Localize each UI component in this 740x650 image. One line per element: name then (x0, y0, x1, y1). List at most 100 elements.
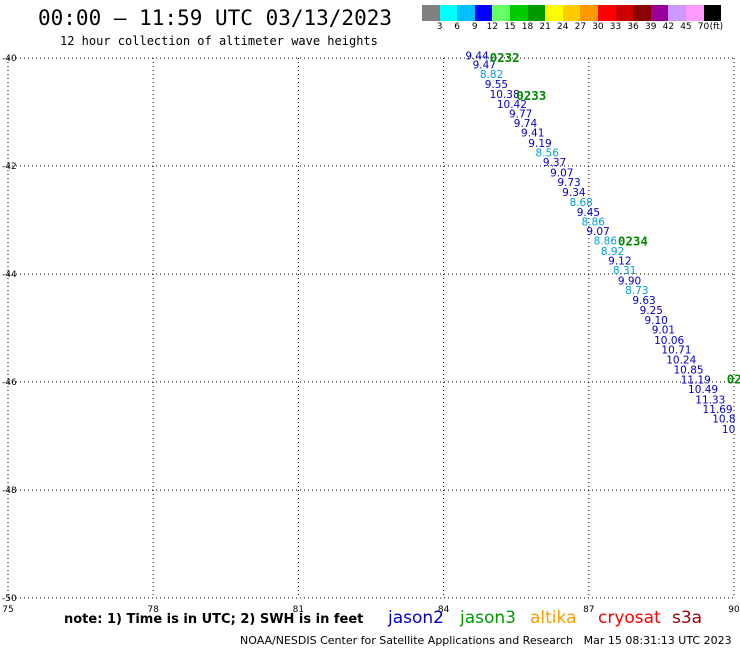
legend-label: 42 (662, 22, 675, 32)
legend-swatch (474, 5, 493, 21)
swh-value-label: 8.31 (613, 265, 636, 277)
legend-label: 18 (521, 22, 534, 32)
lat-tick-label: -48 (2, 486, 17, 496)
lon-tick-label: 87 (583, 605, 594, 615)
legend-label: 24 (557, 22, 569, 32)
legend-swatch (562, 5, 581, 21)
lat-tick-label: -44 (2, 270, 17, 280)
swh-value-label: 9.10 (644, 315, 667, 327)
lat-tick-label: -50 (2, 594, 17, 604)
swh-value-label: 9.01 (652, 325, 675, 337)
swh-value-label: 10.24 (666, 354, 696, 366)
legend-label: 45 (680, 22, 692, 32)
footer-note: note: 1) Time is in UTC; 2) SWH is in fe… (64, 612, 364, 627)
swh-value-label: 8.86 (594, 236, 618, 248)
satellite-name-cryosat: cryosat (598, 608, 661, 628)
swh-value-label: 8.56 (536, 148, 560, 160)
lat-tick-label: -46 (2, 378, 17, 388)
legend-swatch (422, 5, 440, 21)
legend-label: 36 (627, 22, 639, 32)
swh-value-label: 11.69 (703, 404, 733, 416)
legend-label: 12 (486, 22, 499, 32)
wave-height-legend-labels: 3 6 9 12 15 18 21 24 27 30 33 36 39 42 45 70 (ft) (422, 22, 740, 34)
legend-label: 70 (697, 22, 710, 32)
credit-line: NOAA/NESDIS Center for Satellite Applica… (240, 634, 732, 647)
wave-height-color-legend (422, 5, 722, 21)
swh-value-label: 10.71 (661, 345, 691, 357)
legend-swatch (457, 5, 475, 21)
swh-value-label: 9.47 (473, 59, 496, 71)
legend-swatch (439, 5, 458, 21)
legend-swatch (527, 5, 546, 21)
legend-swatch (597, 5, 616, 21)
swh-value-label: 11.19 (681, 374, 711, 386)
legend-swatch (509, 5, 528, 21)
swh-value-label: 9.73 (557, 177, 580, 189)
swh-value-label: 9.12 (608, 256, 631, 268)
swh-value-label: 9.34 (562, 187, 586, 199)
swh-value-label: 8.86 (582, 217, 606, 229)
swh-value-label: 8.82 (480, 69, 503, 81)
swh-value-label: 10 (722, 424, 735, 436)
legend-label: 9 (471, 22, 478, 32)
swh-value-label: 10.8 (712, 414, 735, 426)
swh-value-label: 9.55 (485, 79, 508, 91)
swh-value-label: 9.41 (521, 128, 544, 140)
swh-value-label: 11.33 (695, 394, 725, 406)
swh-value-label: 8.92 (601, 246, 624, 258)
swh-value-label: 10.85 (674, 365, 704, 377)
swh-value-label: 9.37 (543, 157, 566, 169)
pass-time-label: 0232 (490, 50, 520, 65)
swh-value-label: 9.44 (465, 50, 489, 62)
swh-value-label: 9.77 (509, 109, 532, 121)
swh-value-label: 9.07 (550, 167, 573, 179)
legend-swatch (650, 5, 669, 21)
lon-tick-label: 84 (438, 605, 450, 615)
legend-swatch (633, 5, 651, 21)
satellite-name-jason2: jason2 (388, 608, 444, 628)
pass-time-label: 0233 (516, 88, 546, 103)
pass-time-label: 0234 (618, 234, 648, 249)
swh-value-label: 9.45 (577, 207, 600, 219)
legend-label: 39 (645, 22, 657, 32)
swh-value-label: 9.25 (640, 305, 663, 317)
legend-swatch (685, 5, 704, 21)
swh-value-label: 8.68 (569, 197, 592, 209)
altimeter-track: 9.449.478.829.5510.3810.429.779.749.419.… (465, 50, 740, 436)
swh-value-label: 10.49 (688, 384, 718, 396)
legend-swatch (703, 5, 722, 21)
legend-label: 30 (592, 22, 604, 32)
lon-tick-label: 75 (2, 605, 13, 615)
swh-value-label: 9.63 (632, 295, 655, 307)
swh-value-label: 9.19 (528, 138, 551, 150)
lon-tick-label: 81 (293, 605, 304, 615)
legend-label: 3 (436, 22, 443, 32)
axis-tick-labels: 75 78 81 84 87 90 -40 -42 -44 -46 -48 -50 (2, 54, 740, 615)
swh-value-label: 10.38 (490, 89, 520, 101)
lat-tick-label: -40 (2, 54, 17, 64)
legend-swatch (580, 5, 598, 21)
swh-value-label: 10.42 (497, 99, 527, 111)
swh-value-label: 10.06 (654, 335, 684, 347)
legend-swatch (668, 5, 686, 21)
legend-label: 15 (504, 22, 516, 32)
lon-tick-label: 90 (728, 605, 740, 615)
legend-label: 33 (609, 22, 622, 32)
legend-swatch (492, 5, 510, 21)
legend-swatch (545, 5, 563, 21)
swh-value-label: 9.07 (586, 226, 609, 238)
legend-label: (ft) (709, 22, 724, 32)
legend-swatch (615, 5, 634, 21)
satellite-name-altika: altika (530, 608, 577, 628)
lon-tick-label: 78 (147, 605, 159, 615)
lat-lon-grid (7, 57, 735, 599)
legend-label: 6 (454, 22, 461, 32)
satellite-name-jason3: jason3 (460, 608, 516, 628)
map-subtitle: 12 hour collection of altimeter wave hei… (60, 34, 378, 48)
map-title: 00:00 – 11:59 UTC 03/13/2023 (38, 6, 393, 30)
legend-label: 21 (539, 22, 551, 32)
lat-tick-label: -42 (2, 162, 17, 172)
swh-value-label: 9.90 (618, 275, 641, 287)
satellite-name-s3a: s3a (672, 608, 703, 628)
